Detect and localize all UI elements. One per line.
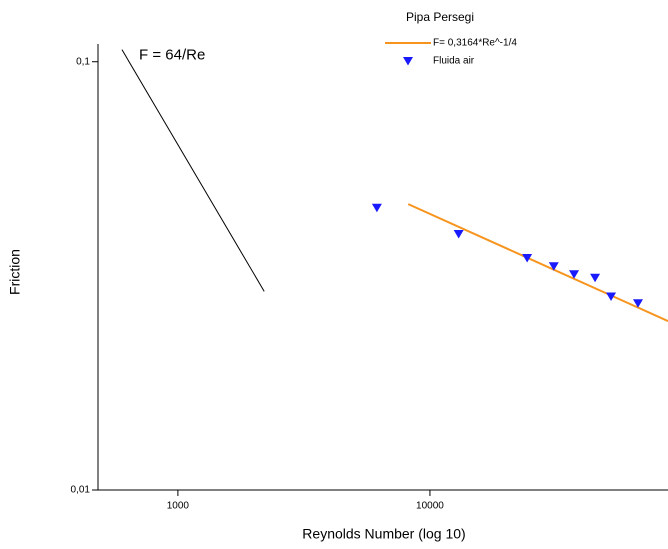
marker <box>453 230 464 239</box>
marker <box>590 273 601 283</box>
annotation: F = 64/Re <box>139 47 205 64</box>
x-tick-label: 1000 <box>167 501 190 512</box>
chart-title: Pipa Persegi <box>406 10 474 24</box>
legend-swatch <box>403 57 413 66</box>
marker <box>371 203 382 213</box>
x-tick-label: 10000 <box>416 501 444 512</box>
y-tick-label: 0,01 <box>71 485 91 496</box>
x-axis-title: Reynolds Number (log 10) <box>302 526 465 542</box>
marker <box>548 262 559 271</box>
line <box>407 203 668 322</box>
line <box>121 49 265 292</box>
y-tick-label: 0,1 <box>76 56 90 67</box>
legend-label: Fluida air <box>433 56 475 67</box>
marker <box>606 292 617 302</box>
y-axis-title: Friction <box>7 249 23 295</box>
marker <box>522 254 533 263</box>
marker <box>569 270 580 279</box>
marker <box>632 299 643 308</box>
legend-label: F= 0,3164*Re^-1/4 <box>433 38 517 49</box>
